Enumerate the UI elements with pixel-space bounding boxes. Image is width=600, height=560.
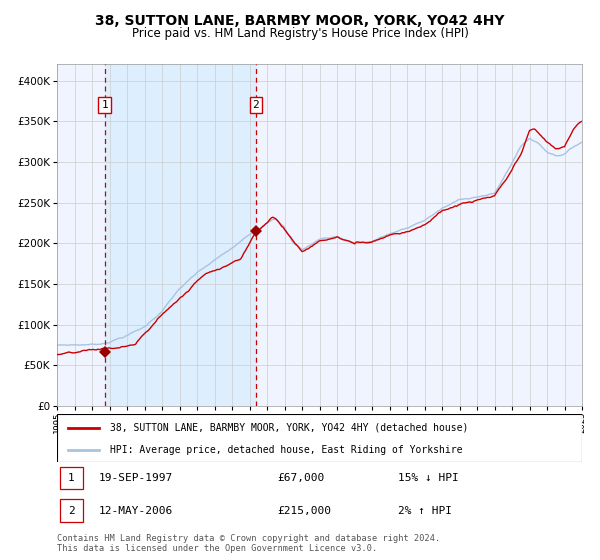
Text: Contains HM Land Registry data © Crown copyright and database right 2024.
This d: Contains HM Land Registry data © Crown c… <box>57 534 440 553</box>
Text: 2: 2 <box>253 100 259 110</box>
FancyBboxPatch shape <box>59 466 83 489</box>
Text: 2% ↑ HPI: 2% ↑ HPI <box>398 506 452 516</box>
FancyBboxPatch shape <box>59 500 83 522</box>
Text: HPI: Average price, detached house, East Riding of Yorkshire: HPI: Average price, detached house, East… <box>110 445 462 455</box>
Text: 19-SEP-1997: 19-SEP-1997 <box>99 473 173 483</box>
Text: 12-MAY-2006: 12-MAY-2006 <box>99 506 173 516</box>
Text: 2: 2 <box>68 506 75 516</box>
Text: £67,000: £67,000 <box>277 473 325 483</box>
Text: Price paid vs. HM Land Registry's House Price Index (HPI): Price paid vs. HM Land Registry's House … <box>131 27 469 40</box>
Text: 15% ↓ HPI: 15% ↓ HPI <box>398 473 459 483</box>
Text: 38, SUTTON LANE, BARMBY MOOR, YORK, YO42 4HY (detached house): 38, SUTTON LANE, BARMBY MOOR, YORK, YO42… <box>110 423 468 433</box>
Text: 1: 1 <box>68 473 75 483</box>
Text: 38, SUTTON LANE, BARMBY MOOR, YORK, YO42 4HY: 38, SUTTON LANE, BARMBY MOOR, YORK, YO42… <box>95 14 505 28</box>
FancyBboxPatch shape <box>57 414 582 462</box>
Text: 1: 1 <box>101 100 108 110</box>
Bar <box>104 64 256 406</box>
Text: £215,000: £215,000 <box>277 506 331 516</box>
